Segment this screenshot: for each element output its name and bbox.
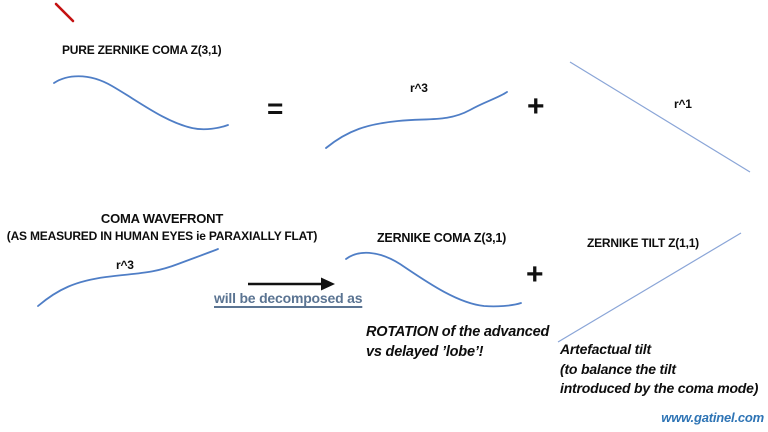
- r1-label: r^1: [674, 97, 692, 111]
- website-link[interactable]: www.gatinel.com: [661, 410, 764, 425]
- tilt-note-line2: (to balance the tilt: [560, 360, 676, 377]
- pure-coma-curve-icon: [53, 75, 229, 131]
- r3-label-top: r^3: [410, 81, 428, 95]
- red-corner-mark-icon: [54, 2, 75, 23]
- tilt-note: Artefactual tilt (to balance the tilt in…: [560, 340, 758, 399]
- coma-wavefront-curve-icon: [37, 248, 219, 307]
- rotation-note-line2: vs delayed ’lobe’!: [366, 344, 484, 360]
- zernike-coma-curve-icon: [345, 251, 522, 308]
- decompose-arrow-icon: [248, 277, 335, 291]
- tilt-note-line1: Artefactual tilt: [560, 341, 651, 357]
- r3-label-bottom: r^3: [116, 258, 134, 272]
- decompose-label: will be decomposed as: [214, 290, 363, 306]
- coma-wavefront-title: COMA WAVEFRONT: [100, 211, 224, 226]
- r1-tilt-line-icon: [569, 61, 751, 173]
- pure-coma-title: PURE ZERNIKE COMA Z(3,1): [62, 43, 222, 57]
- equals-sign: =: [267, 93, 284, 124]
- zernike-tilt-line-icon: [557, 232, 742, 343]
- r3-cubic-curve-top-icon: [325, 91, 508, 149]
- rotation-note-line1: ROTATION of the advanced: [366, 324, 550, 340]
- coma-wavefront-subtitle: (AS MEASURED IN HUMAN EYES ie PARAXIALLY…: [6, 229, 318, 243]
- plus-sign-bottom: +: [526, 258, 544, 291]
- plus-sign-top: +: [527, 90, 545, 123]
- rotation-note: ROTATION of the advanced vs delayed ’lob…: [366, 322, 549, 362]
- tilt-note-line3: introduced by the coma mode): [560, 380, 759, 396]
- zernike-coma-title: ZERNIKE COMA Z(3,1): [377, 231, 507, 245]
- zernike-tilt-title: ZERNIKE TILT Z(1,1): [587, 236, 699, 250]
